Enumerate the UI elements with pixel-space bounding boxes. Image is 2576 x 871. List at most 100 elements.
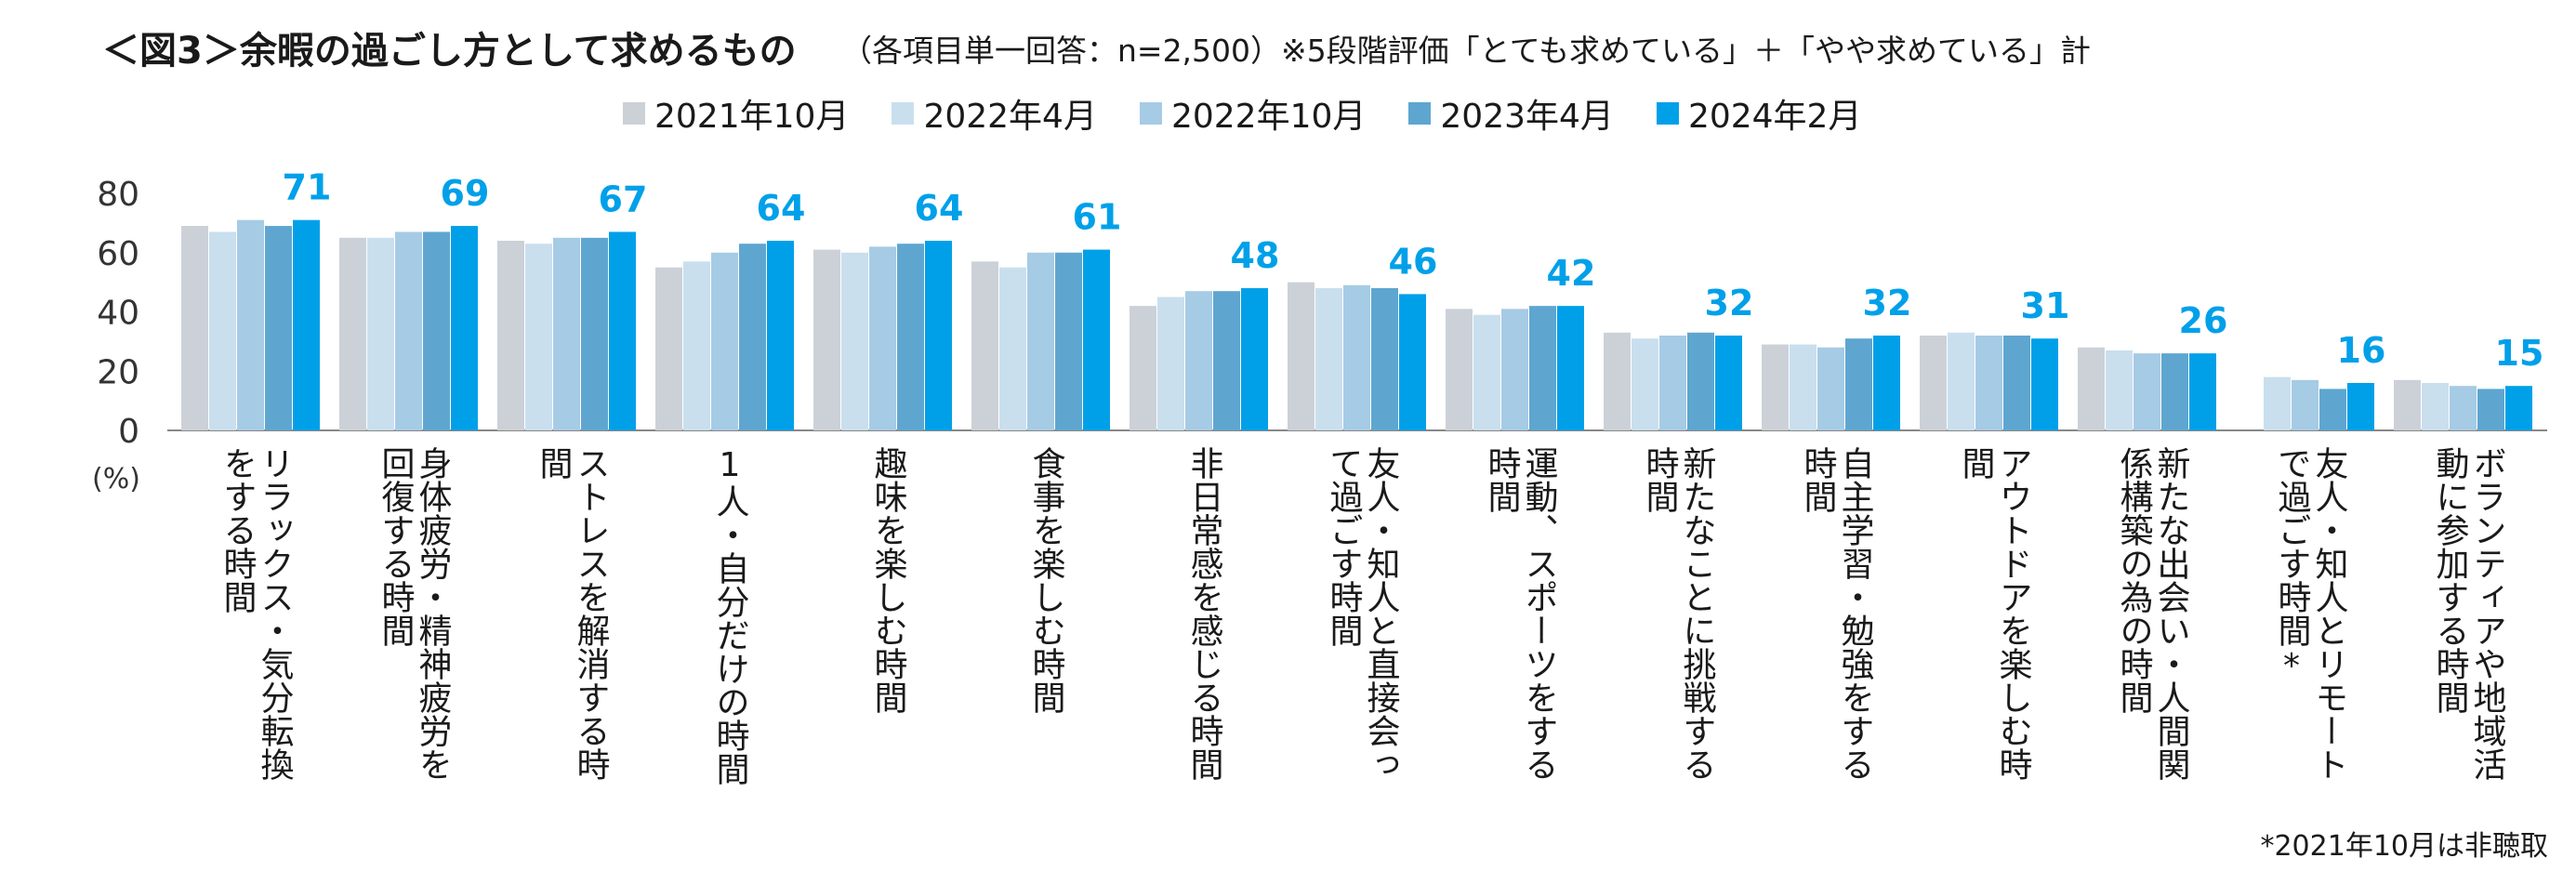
x-tick-label-line: 自主学習・勉強をする (1836, 446, 1874, 781)
bar (1473, 314, 1500, 430)
bar (237, 219, 264, 430)
bar (581, 237, 608, 430)
bar (655, 267, 682, 430)
x-tick-label-line: 間 (535, 446, 573, 480)
data-label: 67 (599, 178, 648, 219)
bar (497, 241, 524, 430)
x-tick-label-line: リラックス・気分転換 (256, 446, 294, 781)
bar (2031, 338, 2058, 430)
bar (1529, 306, 1556, 430)
legend-item: 2023年4月 (1408, 89, 1614, 138)
legend-swatch (1139, 102, 1162, 125)
x-tick-label-line: 趣味を楽しむ時間 (869, 446, 908, 714)
x-tick-label-line: ストレスを解消する時 (572, 446, 610, 781)
legend-label: 2021年10月 (654, 98, 850, 136)
bar (609, 231, 636, 430)
bar (897, 244, 924, 430)
bar (1948, 332, 1975, 430)
bar (2292, 379, 2318, 430)
bar (2133, 353, 2160, 430)
bar (1185, 291, 1212, 430)
bar (767, 241, 794, 430)
bar (1790, 344, 1816, 430)
bar (451, 226, 478, 430)
bar (1604, 332, 1631, 430)
x-tick-label-line: 係構築の為の時間 (2115, 446, 2153, 714)
data-label: 31 (2021, 285, 2070, 326)
x-tick-label-line: 友人・知人とリモート (2310, 446, 2348, 781)
data-label: 16 (2337, 330, 2386, 371)
bar (2505, 386, 2532, 430)
y-tick-label: 60 (97, 235, 139, 273)
bar (1975, 336, 2002, 430)
bar (1027, 252, 1054, 430)
data-label: 42 (1547, 253, 1596, 294)
bar (1762, 344, 1789, 430)
bar (1055, 252, 1082, 430)
bar (1715, 336, 1742, 430)
bar (367, 237, 394, 430)
chart-title: ＜図3＞余暇の過ごし方として求めるもの (102, 30, 797, 73)
chart-subtitle: （各項目単一回答：n=2,500）※5段階評価「とても求めている」＋「やや求めて… (841, 33, 2092, 69)
bar (711, 252, 738, 430)
bar (395, 231, 422, 430)
bar (525, 244, 552, 430)
x-tick-label-line: 身体疲労・精神疲労を (414, 446, 452, 781)
bar (1129, 306, 1156, 430)
bar (293, 219, 320, 430)
bar (2422, 383, 2449, 430)
data-label: 64 (757, 188, 806, 229)
bar (2264, 376, 2291, 430)
bar (2477, 389, 2504, 430)
bar (2347, 383, 2374, 430)
data-label: 15 (2495, 333, 2544, 374)
bar (339, 237, 366, 430)
bar (739, 244, 766, 430)
bar (2161, 353, 2188, 430)
bar (1501, 309, 1528, 430)
x-tick-label-line: 非日常感を感じる時間 (1185, 446, 1223, 781)
x-tick-label: 食事を楽しむ時間 (1027, 446, 1065, 714)
x-tick-label-line: 時間 (1641, 446, 1679, 513)
legend-swatch (1408, 102, 1432, 125)
footnote: *2021年10月は非聴取 (2260, 830, 2548, 863)
x-tick-label: 趣味を楽しむ時間 (869, 446, 908, 714)
x-tick-label-line: 回復する時間 (376, 446, 416, 647)
x-tick-label-line: 友人・知人と直接会っ (1362, 446, 1400, 781)
bar (925, 241, 952, 430)
bar (2078, 347, 2105, 430)
bar (1315, 288, 1342, 430)
x-tick-label-line: ボランティアや地域活 (2468, 446, 2506, 781)
data-label: 32 (1863, 283, 1912, 323)
bar (1288, 282, 1314, 430)
bar (1845, 338, 1872, 430)
data-label: 26 (2179, 300, 2228, 341)
legend-label: 2024年2月 (1687, 98, 1862, 136)
bar (181, 226, 208, 430)
data-label: 71 (283, 167, 332, 208)
legend-label: 2022年10月 (1170, 98, 1367, 136)
bar (2189, 353, 2216, 430)
bar (841, 252, 868, 430)
data-label: 48 (1231, 235, 1280, 276)
x-tick-label-line: 時間 (1799, 446, 1837, 513)
x-tick-label-line: 1人・自分だけの時間 (711, 446, 749, 785)
y-tick-label: 0 (118, 413, 139, 451)
x-tick-label-line: 新たな出会い・人間関 (2152, 446, 2190, 781)
bar (1920, 336, 1947, 430)
x-tick-label-line: 間 (1957, 446, 1995, 480)
bar (1659, 336, 1686, 430)
bar (1557, 306, 1584, 430)
bar (2003, 336, 2030, 430)
x-tick-label-line: で過ごす時間* (2273, 446, 2312, 685)
bar (553, 237, 580, 430)
